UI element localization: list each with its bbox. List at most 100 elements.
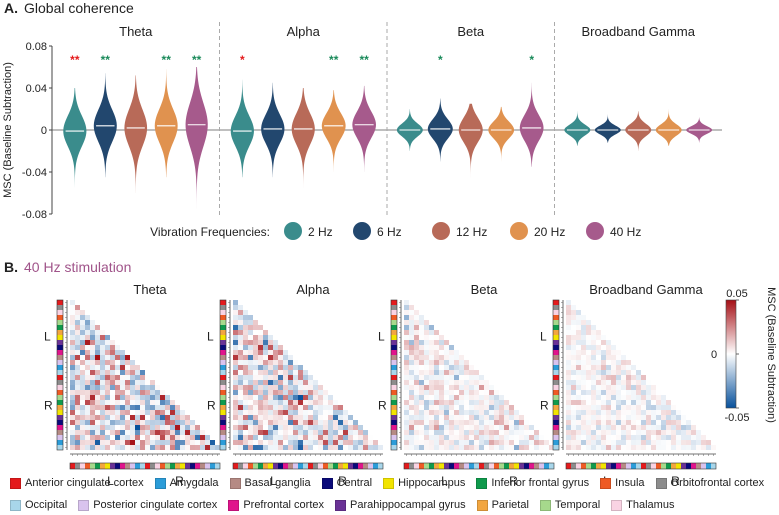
heatmap-cell	[273, 425, 278, 430]
heatmap-cell	[404, 305, 409, 310]
heatmap-cell	[75, 325, 80, 330]
band-title-broadband-gamma: Broadband Gamma	[582, 24, 696, 39]
hemisphere-label-left: L	[441, 474, 448, 488]
heatmap-cell	[135, 375, 140, 380]
heatmap-cell	[75, 330, 80, 335]
row-region-color	[391, 390, 397, 395]
heatmap-cell	[303, 375, 308, 380]
panel-a-label: A.	[4, 0, 18, 16]
heatmap-cell	[323, 400, 328, 405]
heatmap-cell	[150, 400, 155, 405]
heatmap-cell	[414, 415, 419, 420]
row-region-color	[220, 380, 226, 385]
column-region-color	[474, 463, 479, 469]
row-region-color	[391, 325, 397, 330]
heatmap-cell	[343, 410, 348, 415]
heatmap-cell	[343, 420, 348, 425]
heatmap-cell	[263, 400, 268, 405]
heatmap-cell	[75, 440, 80, 445]
heatmap-cell	[293, 380, 298, 385]
heatmap-cell	[439, 405, 444, 410]
heatmap-cell	[424, 365, 429, 370]
heatmap-cell	[621, 400, 626, 405]
heatmap-cell	[414, 350, 419, 355]
heatmap-cell	[434, 425, 439, 430]
heatmap-cell	[519, 420, 524, 425]
heatmap-cell	[115, 375, 120, 380]
heatmap-cell	[586, 420, 591, 425]
heatmap-cell	[233, 415, 238, 420]
heatmap-cell	[90, 410, 95, 415]
heatmap-cell	[283, 370, 288, 375]
row-region-color	[553, 385, 559, 390]
heatmap-cell	[308, 375, 313, 380]
heatmap-cell	[489, 420, 494, 425]
heatmap-cell	[444, 425, 449, 430]
panel-b-label: B.	[4, 259, 18, 275]
heatmap-cell	[248, 435, 253, 440]
colorbar-tick-label: 0	[711, 349, 717, 361]
heatmap-cell	[135, 400, 140, 405]
violin-theta-6-hz: **	[93, 53, 117, 178]
heatmap-cell	[519, 435, 524, 440]
heatmap-cell	[404, 315, 409, 320]
heatmap-cell	[125, 445, 130, 450]
heatmap-cell	[459, 375, 464, 380]
heatmap-cell	[95, 350, 100, 355]
heatmap-cell	[581, 420, 586, 425]
heatmap-cell	[248, 365, 253, 370]
heatmap-cell	[606, 435, 611, 440]
heatmap-cell	[454, 390, 459, 395]
heatmap-cell	[429, 390, 434, 395]
heatmap-cell	[621, 430, 626, 435]
heatmap-cell	[298, 380, 303, 385]
heatmap-cell	[318, 440, 323, 445]
heatmap-cell	[586, 380, 591, 385]
heatmap-cell	[489, 400, 494, 405]
heatmap-cell	[606, 395, 611, 400]
heatmap-cell	[95, 440, 100, 445]
heatmap-cell	[576, 320, 581, 325]
heatmap-cell	[273, 440, 278, 445]
heatmap-cell	[504, 420, 509, 425]
heatmap-cell	[434, 395, 439, 400]
heatmap-cell	[586, 395, 591, 400]
heatmap-cell	[576, 405, 581, 410]
heatmap-cell	[333, 420, 338, 425]
heatmap-cell	[283, 375, 288, 380]
column-region-color	[404, 463, 409, 469]
heatmap-cell	[200, 445, 205, 450]
heatmap-cell	[253, 425, 258, 430]
heatmap-cell	[238, 375, 243, 380]
heatmap-cell	[419, 425, 424, 430]
heatmap-cell	[459, 410, 464, 415]
row-region-color	[391, 365, 397, 370]
heatmap-cell	[105, 365, 110, 370]
heatmap-cell	[439, 440, 444, 445]
heatmap-cell	[489, 445, 494, 450]
heatmap-cell	[449, 410, 454, 415]
colorbar-label: MSC (Baseline Subtraction)	[765, 287, 777, 423]
heatmap-cell	[258, 325, 263, 330]
heatmap-cell	[75, 355, 80, 360]
heatmap-cell	[140, 400, 145, 405]
row-region-color	[553, 305, 559, 310]
column-region-color	[464, 463, 469, 469]
heatmap-cell	[611, 435, 616, 440]
heatmap-cell	[145, 430, 150, 435]
heatmap-cell	[105, 435, 110, 440]
heatmap-cell	[358, 445, 363, 450]
heatmap-cell	[454, 400, 459, 405]
heatmap-cell	[170, 425, 175, 430]
violin-body	[321, 90, 346, 172]
heatmap-cell	[338, 430, 343, 435]
heatmap-cell	[596, 335, 601, 340]
heatmap-cell	[80, 435, 85, 440]
heatmap-cell	[621, 375, 626, 380]
heatmap-cell	[681, 435, 686, 440]
heatmap-cell	[243, 440, 248, 445]
heatmap-cell	[651, 415, 656, 420]
heatmap-cell	[273, 405, 278, 410]
heatmap-cell	[105, 360, 110, 365]
heatmap-cell	[409, 365, 414, 370]
